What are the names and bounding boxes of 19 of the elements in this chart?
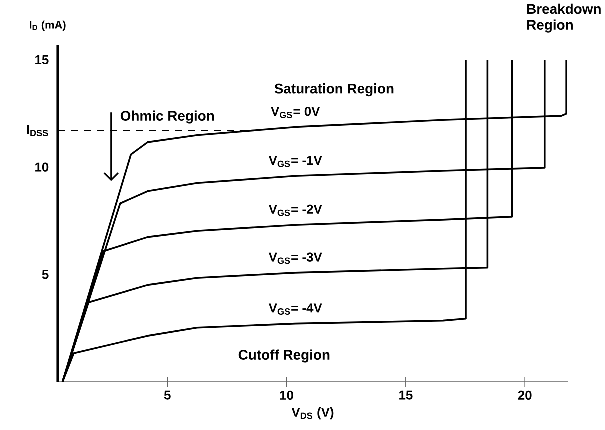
series-label: V$_{GS}$= -2V: [268, 204, 322, 216]
series-label: V$_{GS}$= -3V: [268, 252, 322, 264]
series-label: V$_{GS}$= 0V: [271, 107, 320, 118]
x-axis-title: V$_{DS}$ (V): [292, 408, 334, 420]
annotation: Ohmic Region: [120, 110, 214, 124]
y-tick-label: 15: [36, 56, 49, 65]
y-tick-label: 10: [36, 162, 49, 172]
x-tick-label: 10: [280, 390, 294, 400]
y-axis-title: I$_{D}$ (mA): [30, 20, 66, 32]
x-tick-label: 15: [400, 390, 413, 400]
series-label: V$_{GS}$= -1V: [268, 156, 322, 168]
y-tick-label: I$_{DSS}$: [27, 125, 48, 136]
text: Breakdown Region: [528, 4, 601, 33]
annotation: Saturation Region: [274, 84, 394, 97]
x-tick-label: 5: [164, 390, 171, 400]
y-tick-label: 5: [42, 270, 49, 280]
annotation: Cutoff Region: [238, 350, 330, 363]
x-tick-label: 20: [518, 390, 532, 400]
series-label: V$_{GS}$= -4V: [268, 304, 322, 315]
